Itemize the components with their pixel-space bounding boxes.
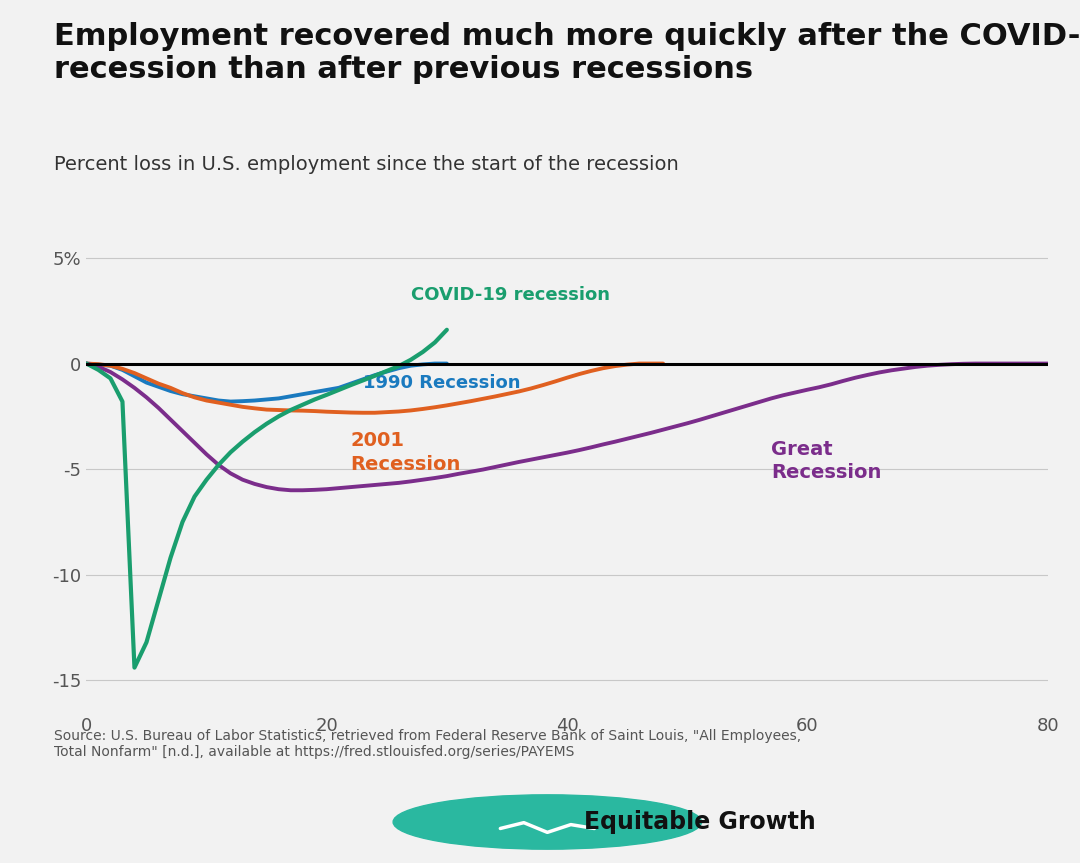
- Circle shape: [393, 795, 702, 849]
- Text: Great
Recession: Great Recession: [771, 439, 881, 482]
- Text: 2001
Recession: 2001 Recession: [351, 432, 461, 474]
- Text: Equitable Growth: Equitable Growth: [584, 810, 815, 834]
- Text: Employment recovered much more quickly after the COVID-19
recession than after p: Employment recovered much more quickly a…: [54, 22, 1080, 85]
- Text: 1990 Recession: 1990 Recession: [363, 375, 521, 392]
- Text: COVID-19 recession: COVID-19 recession: [410, 287, 610, 305]
- Text: Percent loss in U.S. employment since the start of the recession: Percent loss in U.S. employment since th…: [54, 155, 678, 174]
- Text: Source: U.S. Bureau of Labor Statistics, retrieved from Federal Reserve Bank of : Source: U.S. Bureau of Labor Statistics,…: [54, 729, 801, 759]
